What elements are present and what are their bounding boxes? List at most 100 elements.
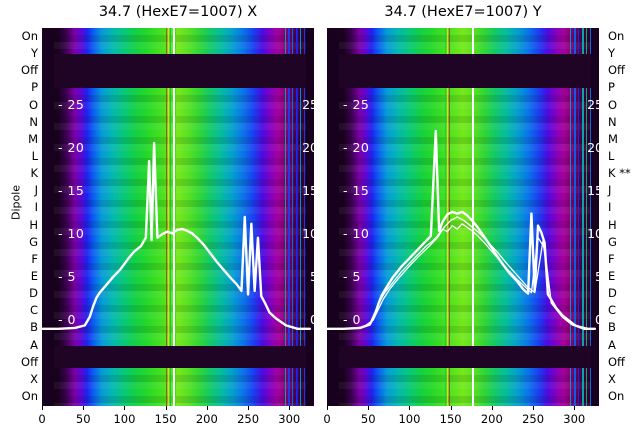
inner-y-tick-label: - 25	[343, 97, 370, 113]
heatmap-streak	[304, 368, 305, 406]
heatmap-streak	[570, 28, 571, 54]
heatmap-strip	[327, 88, 599, 346]
heatmap-streak	[173, 368, 175, 406]
heatmap-streak	[586, 88, 587, 346]
inner-y-tick-label: - 20	[343, 140, 370, 156]
heatmap-streak	[582, 28, 584, 54]
inner-y-tick-label-mirror: 15	[302, 183, 314, 199]
x-tick-label: 250	[522, 412, 545, 426]
row-label: On	[21, 389, 38, 403]
heatmap-streak	[300, 28, 301, 54]
x-tick-mark	[368, 406, 370, 410]
row-label: E	[608, 269, 616, 283]
heatmap-streak	[166, 28, 167, 54]
heatmap-dark-gap	[42, 54, 314, 88]
row-label: L	[31, 149, 38, 163]
inner-y-tick-label-mirror: 10	[302, 226, 314, 242]
x-tick-mark	[124, 406, 126, 410]
heatmap-streak	[574, 368, 576, 406]
inner-y-tick-label-mirror: 20	[302, 140, 314, 156]
heatmap-streak	[296, 368, 298, 406]
heatmap-streak	[168, 28, 169, 54]
heatmap-panel-left[interactable]: - 0 - 5 - 10 - 15 - 20 - 25 0 5 10 15 20 25	[42, 28, 314, 406]
row-label: D	[29, 286, 38, 301]
row-label: J	[34, 183, 38, 198]
inner-y-tick-label-mirror: 0	[595, 312, 599, 327]
row-label: I	[34, 200, 38, 215]
row-label: J	[608, 183, 612, 198]
heatmap-streak	[449, 368, 450, 406]
x-tick-label: 250	[237, 412, 260, 426]
heatmap-streak	[578, 28, 579, 54]
heatmap-streak	[166, 88, 167, 346]
heatmap-streak	[472, 28, 474, 54]
row-label: O	[608, 97, 618, 112]
heatmap-streak	[574, 28, 576, 54]
row-label: L	[608, 149, 615, 163]
inner-y-tick-label-mirror: 15	[587, 183, 599, 199]
inner-y-tick-label-mirror: 5	[595, 269, 599, 284]
heatmap-streak	[300, 368, 301, 406]
inner-y-tick-label-mirror: 5	[310, 269, 314, 284]
heatmap-streak	[166, 368, 167, 406]
heatmap-panel-right[interactable]: - 0 - 5 - 10 - 15 - 20 - 25 0 5 10 15 20 25	[327, 28, 599, 406]
x-tick-label: 150	[154, 412, 177, 426]
heatmap-strip	[42, 88, 314, 346]
heatmap-streak	[447, 368, 448, 406]
row-label: P	[608, 80, 615, 95]
inner-y-tick-label: - 15	[343, 183, 370, 199]
heatmap-streak	[288, 368, 290, 406]
x-tick-mark	[289, 406, 291, 410]
heatmap-streak	[472, 88, 474, 346]
row-label: G	[608, 234, 617, 249]
x-tick-label: 0	[38, 412, 46, 426]
row-label: O	[28, 97, 38, 112]
heatmap-row-banding	[327, 28, 599, 54]
row-label: G	[29, 234, 38, 249]
heatmap-color-ramp	[327, 368, 599, 406]
heatmap-streak	[168, 88, 169, 346]
row-label: N	[608, 114, 617, 129]
heatmap-dark-gap	[327, 346, 599, 368]
row-label: Y	[30, 46, 38, 61]
inner-y-tick-label: - 10	[58, 226, 85, 242]
inner-y-tick-label: - 10	[343, 226, 370, 242]
heatmap-row-banding	[327, 368, 599, 406]
row-label: C	[608, 303, 617, 318]
heatmap-streak	[574, 88, 576, 346]
x-tick-mark	[409, 406, 411, 410]
heatmap-streak	[586, 368, 587, 406]
heatmap-streak	[300, 88, 301, 346]
x-tick-mark	[533, 406, 535, 410]
heatmap-streak	[296, 28, 298, 54]
heatmap-streak	[445, 28, 446, 54]
row-label: H	[608, 217, 617, 232]
heatmap-streak	[288, 88, 290, 346]
row-label: Off	[21, 63, 38, 78]
heatmap-streak	[285, 88, 286, 346]
heatmap-color-ramp	[42, 368, 314, 406]
heatmap-streak	[170, 368, 171, 406]
x-tick-mark	[248, 406, 250, 410]
panel-title-left: 34.7 (HexE7=1007) X	[98, 4, 258, 20]
heatmap-row-banding	[42, 88, 314, 346]
row-label: I	[608, 200, 612, 215]
inner-y-tick-label-mirror: 10	[587, 226, 599, 242]
row-label: Y	[608, 46, 616, 61]
heatmap-streak	[570, 368, 571, 406]
inner-y-tick-label: - 5	[343, 269, 361, 285]
inner-y-tick-label-mirror: 25	[587, 97, 599, 113]
heatmap-streak	[472, 368, 474, 406]
row-label: B	[608, 320, 616, 335]
heatmap-streak	[449, 88, 450, 346]
row-labels-right: On Y Off P O N M L K ** J I H G F E D C B A Off X On	[601, 28, 640, 406]
heatmap-streak	[175, 88, 176, 346]
heatmap-streak	[445, 368, 446, 406]
heatmap-streak	[578, 368, 579, 406]
x-tick-label: 50	[360, 412, 376, 426]
heatmap-streak	[170, 28, 171, 54]
heatmap-dark-gap	[42, 346, 314, 368]
heatmap-streak	[170, 88, 171, 346]
row-label: P	[31, 80, 38, 95]
